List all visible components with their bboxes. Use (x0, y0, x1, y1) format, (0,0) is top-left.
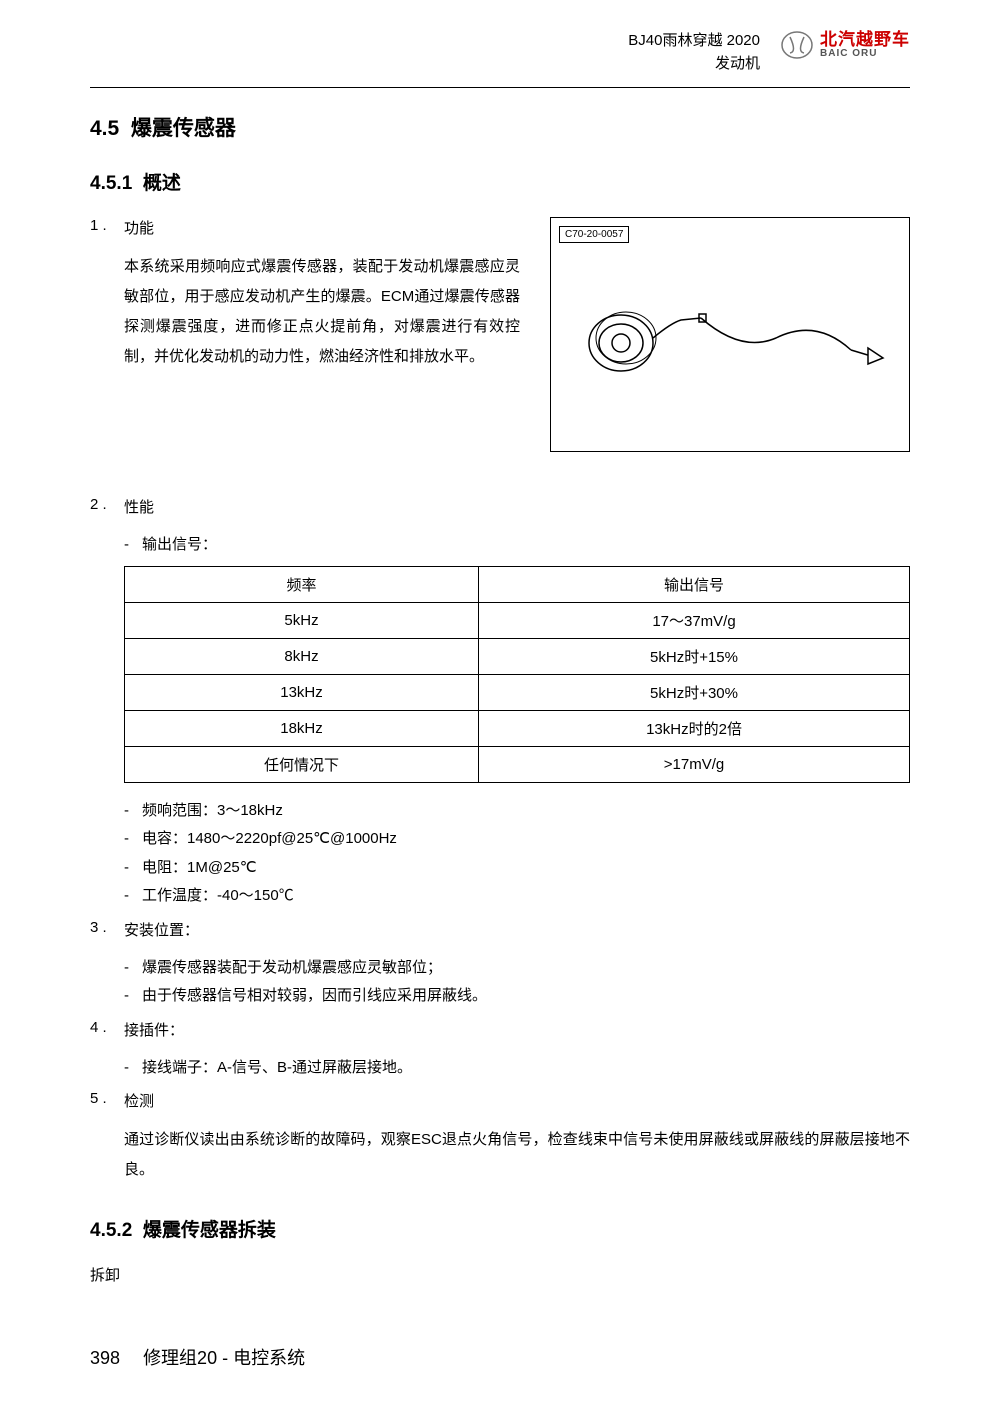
table-header-signal: 输出信号 (479, 566, 910, 602)
item-5-header: 5 . 检测 (90, 1090, 910, 1111)
item-3-num: 3 . (90, 919, 124, 936)
item-5-num: 5 . (90, 1090, 124, 1107)
output-signal-table: 频率 输出信号 5kHz17～37mV/g8kHz5kHz时+15%13kHz5… (124, 566, 910, 783)
bullet-dash: - (124, 882, 142, 911)
bullet-text: 爆震传感器装配于发动机爆震感应灵敏部位； (142, 954, 442, 983)
bullet-dash: - (124, 954, 142, 983)
logo-cn-text: 北汽越野车 (820, 31, 910, 49)
item-1-label: 功能 (124, 217, 154, 238)
item-4-num: 4 . (90, 1019, 124, 1036)
bullet-dash: - (124, 854, 142, 883)
header-line2: 发动机 (628, 53, 760, 76)
table-row: 18kHz13kHz时的2倍 (125, 710, 910, 746)
baic-logo-icon (780, 30, 814, 60)
item-4-label: 接插件： (124, 1019, 184, 1040)
bullet-text: 由于传感器信号相对较弱，因而引线应采用屏蔽线。 (142, 982, 487, 1011)
section-number: 4.5 (90, 117, 119, 140)
page-number: 398 (90, 1348, 120, 1368)
table-cell: 5kHz时+30% (479, 674, 910, 710)
item-3-header: 3 . 安装位置： (90, 919, 910, 940)
section-name: 爆震传感器 (131, 117, 236, 140)
subsection2-name: 爆震传感器拆装 (143, 1220, 276, 1241)
section-title: 4.5 爆震传感器 (90, 112, 910, 142)
spec-line: -工作温度：-40～150℃ (90, 882, 910, 911)
item-3-label: 安装位置： (124, 919, 199, 940)
table-header-freq: 频率 (125, 566, 479, 602)
item4-bullet: -接线端子：A-信号、B-通过屏蔽层接地。 (90, 1054, 910, 1083)
item-4-header: 4 . 接插件： (90, 1019, 910, 1040)
footer-text: 修理组20 - 电控系统 (143, 1348, 305, 1368)
page-footer: 398 修理组20 - 电控系统 (90, 1344, 305, 1370)
item-2-num: 2 . (90, 496, 124, 513)
spec-text: 工作温度：-40～150℃ (142, 882, 294, 911)
subsection1-number: 4.5.1 (90, 173, 132, 194)
item3-bullet: -爆震传感器装配于发动机爆震感应灵敏部位； (90, 954, 910, 983)
item-2-label: 性能 (124, 496, 154, 517)
bullet-text: 接线端子：A-信号、B-通过屏蔽层接地。 (142, 1054, 412, 1083)
page-header: BJ40雨林穿越 2020 发动机 北汽越野车 BAIC ORU (90, 30, 910, 88)
brand-logo: 北汽越野车 BAIC ORU (780, 30, 910, 60)
knock-sensor-icon (571, 258, 891, 428)
subsection1-name: 概述 (143, 173, 181, 194)
table-cell: >17mV/g (479, 746, 910, 782)
item-1-num: 1 . (90, 217, 124, 234)
logo-en-text: BAIC ORU (820, 49, 910, 60)
bullet-dash: - (124, 982, 142, 1011)
spec-line: -电容：1480～2220pf@25℃@1000Hz (90, 825, 910, 854)
spec-line: -频响范围：3～18kHz (90, 797, 910, 826)
bullet-dash: - (124, 531, 142, 560)
spec-text: 电容：1480～2220pf@25℃@1000Hz (142, 825, 397, 854)
table-row: 5kHz17～37mV/g (125, 602, 910, 638)
table-cell: 5kHz (125, 602, 479, 638)
figure-label: C70-20-0057 (559, 226, 629, 243)
bullet-dash: - (124, 1054, 142, 1083)
item-1-body: 本系统采用频响应式爆震传感器，装配于发动机爆震感应灵敏部位，用于感应发动机产生的… (90, 252, 520, 372)
item-2-bullet-1: - 输出信号： (90, 531, 910, 560)
table-cell: 5kHz时+15% (479, 638, 910, 674)
spec-text: 频响范围：3～18kHz (142, 797, 283, 826)
disassembly-label: 拆卸 (90, 1264, 910, 1285)
subsection2-number: 4.5.2 (90, 1220, 132, 1241)
header-line1: BJ40雨林穿越 2020 (628, 30, 760, 53)
item-5-label: 检测 (124, 1090, 154, 1111)
item-1-header: 1 . 功能 (90, 217, 520, 238)
spec-text: 电阻：1M@25℃ (142, 854, 257, 883)
table-cell: 13kHz时的2倍 (479, 710, 910, 746)
bullet-dash: - (124, 797, 142, 826)
table-row: 13kHz5kHz时+30% (125, 674, 910, 710)
table-row: 8kHz5kHz时+15% (125, 638, 910, 674)
bullet-dash: - (124, 825, 142, 854)
bullet-text: 输出信号： (142, 531, 217, 560)
header-text: BJ40雨林穿越 2020 发动机 (628, 30, 760, 75)
subsection-title-1: 4.5.1 概述 (90, 168, 910, 195)
item-5-body: 通过诊断仪读出由系统诊断的故障码，观察ESC退点火角信号，检查线束中信号未使用屏… (90, 1125, 910, 1185)
table-cell: 任何情况下 (125, 746, 479, 782)
table-cell: 18kHz (125, 710, 479, 746)
table-cell: 8kHz (125, 638, 479, 674)
spec-line: -电阻：1M@25℃ (90, 854, 910, 883)
table-cell: 17～37mV/g (479, 602, 910, 638)
table-cell: 13kHz (125, 674, 479, 710)
item3-bullet: -由于传感器信号相对较弱，因而引线应采用屏蔽线。 (90, 982, 910, 1011)
table-row: 任何情况下>17mV/g (125, 746, 910, 782)
item-2-header: 2 . 性能 (90, 496, 910, 517)
subsection-title-2: 4.5.2 爆震传感器拆装 (90, 1215, 910, 1242)
figure-box: C70-20-0057 (550, 217, 910, 452)
